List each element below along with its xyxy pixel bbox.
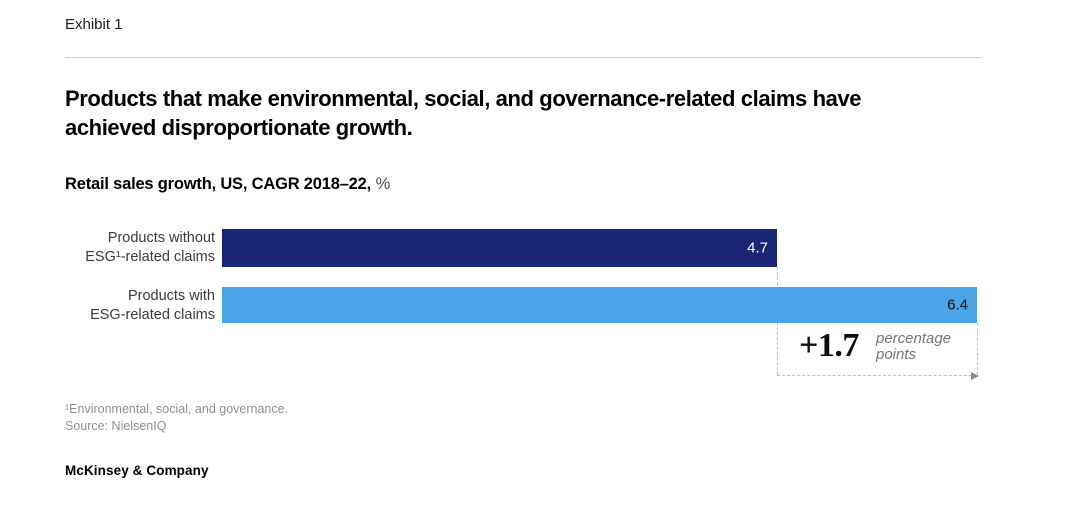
header-divider xyxy=(65,57,982,58)
delta-annotation-value: +1.7 xyxy=(799,327,859,364)
title-line-1: Products that make environmental, social… xyxy=(65,86,862,111)
category-label-line: Products without xyxy=(107,230,215,246)
category-label-line: ESG¹-related claims xyxy=(85,249,215,265)
chart-subtitle-text: Retail sales growth, US, CAGR 2018–22, xyxy=(65,175,372,193)
chart-subtitle-unit: % xyxy=(375,175,391,193)
dashed-guide-line-right xyxy=(977,323,978,375)
page-title: Products that make environmental, social… xyxy=(65,84,862,142)
category-label-without-esg: Products without ESG¹-related claims xyxy=(55,229,215,267)
footnote-line-1: ¹Environmental, social, and governance. xyxy=(65,402,289,416)
bar-value-label: 4.7 xyxy=(747,239,768,257)
dashed-guide-line-bottom xyxy=(777,375,977,376)
delta-unit-line: points xyxy=(876,346,917,363)
delta-unit-line: percentage xyxy=(876,330,952,347)
arrow-right-icon xyxy=(971,372,979,380)
delta-annotation-unit: percentage points xyxy=(876,331,951,363)
category-label-line: ESG-related claims xyxy=(90,307,215,323)
footnote-line-2: Source: NielsenIQ xyxy=(65,418,167,433)
bar-without-esg: 4.7 xyxy=(222,229,777,267)
bar-value-label: 6.4 xyxy=(947,296,968,314)
mckinsey-wordmark: McKinsey & Company xyxy=(65,463,209,478)
chart-subtitle: Retail sales growth, US, CAGR 2018–22, % xyxy=(65,175,390,194)
title-line-2: achieved disproportionate growth. xyxy=(65,115,413,140)
footnote: ¹Environmental, social, and governance. … xyxy=(65,401,288,434)
category-label-with-esg: Products with ESG-related claims xyxy=(55,287,215,325)
bar-with-esg: 6.4 xyxy=(222,287,977,323)
category-label-line: Products with xyxy=(127,288,215,304)
exhibit-label: Exhibit 1 xyxy=(65,16,123,33)
